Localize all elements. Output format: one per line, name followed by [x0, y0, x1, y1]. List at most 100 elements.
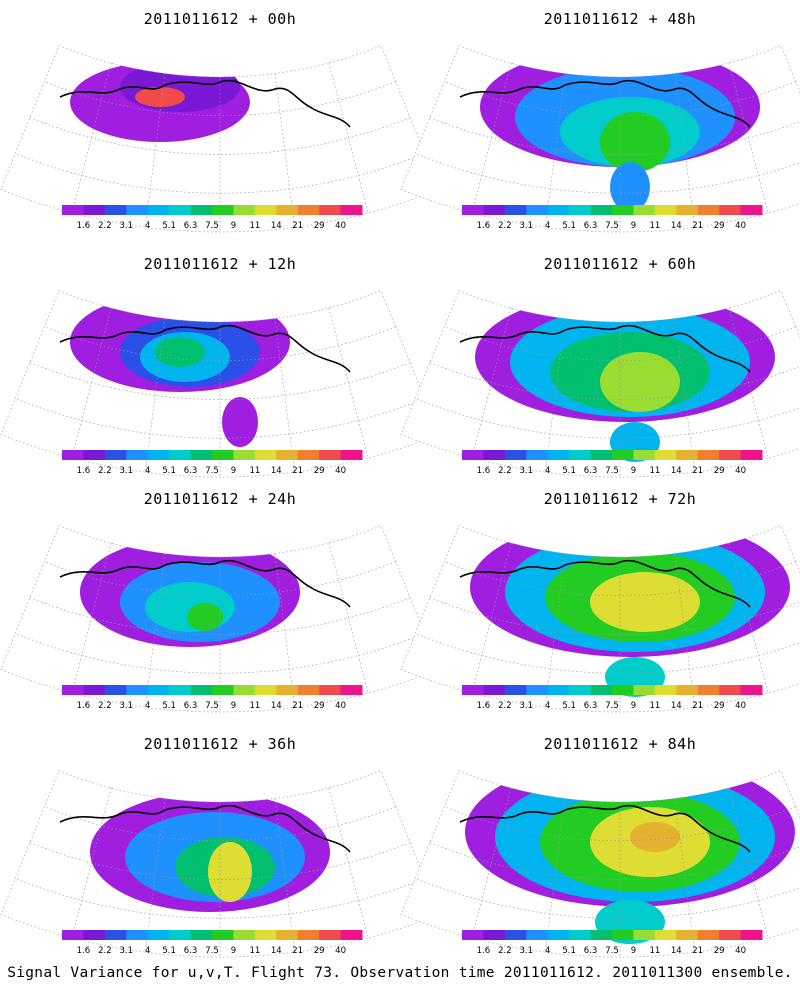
colorbar-swatch	[276, 685, 299, 695]
colorbar-swatch	[62, 930, 84, 940]
colorbar-tick-label: 6.3	[584, 701, 598, 711]
map-boundary	[400, 525, 800, 713]
colorbar-swatch	[104, 685, 127, 695]
colorbar-tick-label: 4	[145, 466, 150, 476]
colorbar-tick-label: 4	[545, 701, 550, 711]
colorbar-swatch	[676, 930, 699, 940]
colorbar-tick-label: 4	[145, 221, 150, 231]
colorbar-swatch	[697, 685, 720, 695]
colorbar-swatch	[654, 450, 677, 460]
colorbar-swatch	[547, 450, 570, 460]
colorbar-tick-label: 1.6	[477, 701, 491, 711]
variance-contour	[590, 572, 700, 632]
map-content	[400, 290, 800, 477]
colorbar-tick-label: 6.3	[584, 466, 598, 476]
colorbar-tick-label: 7.5	[205, 466, 219, 476]
coastline	[709, 106, 751, 128]
coastline	[599, 46, 641, 73]
colorbar-tick-label: 2.2	[498, 701, 512, 711]
parallel-line	[29, 597, 411, 635]
colorbar-swatch	[590, 930, 613, 940]
parallel-line	[29, 117, 411, 155]
colorbar-tick-label: 7.5	[605, 946, 619, 956]
variance-contour	[155, 337, 205, 367]
colorbar-swatch	[504, 685, 527, 695]
colorbar-tick-label: 2.2	[498, 466, 512, 476]
colorbar-tick-label: 3.1	[120, 946, 134, 956]
colorbar: 1.6 2.2 3.1 4 5.1 6.3 7.5 9 11 14 21 29 40	[462, 685, 763, 711]
variance-contour	[135, 87, 185, 107]
colorbar-swatch	[126, 205, 149, 215]
parallel-line	[15, 878, 425, 919]
colorbar-tick-label: 6.3	[184, 701, 198, 711]
colorbar-tick-label: 21	[292, 221, 303, 231]
colorbar-swatch	[297, 930, 320, 940]
colorbar-tick-label: 11	[649, 946, 660, 956]
colorbar-swatch	[740, 450, 763, 460]
colorbar-tick-label: 5.1	[162, 221, 176, 231]
colorbar: 1.6 2.2 3.1 4 5.1 6.3 7.5 9 11 14 21 29 40	[462, 450, 763, 476]
colorbar-swatch	[83, 450, 106, 460]
coastline	[199, 771, 241, 798]
variance-contour	[630, 822, 680, 852]
colorbar-swatch	[719, 685, 742, 695]
coastline	[564, 804, 711, 833]
colorbar-tick-label: 9	[231, 946, 236, 956]
parallel-line	[429, 597, 800, 635]
panel-title: 2011011612 + 12h	[143, 255, 297, 273]
colorbar-tick-label: 40	[735, 701, 746, 711]
colorbar: 1.6 2.2 3.1 4 5.1 6.3 7.5 9 11 14 21 29 40	[62, 685, 363, 711]
colorbar-tick-label: 21	[292, 701, 303, 711]
colorbar-tick-label: 1.6	[77, 946, 91, 956]
colorbar-swatch	[62, 450, 84, 460]
meridian-line	[144, 73, 166, 228]
colorbar: 1.6 2.2 3.1 4 5.1 6.3 7.5 9 11 14 21 29 40	[62, 930, 363, 956]
coastline	[599, 291, 641, 318]
colorbar-swatch	[590, 450, 613, 460]
colorbar-swatch	[740, 930, 763, 940]
panel-title: 2011011612 + 72h	[543, 490, 697, 508]
colorbar-tick-label: 29	[314, 701, 325, 711]
colorbar-tick-label: 4	[145, 946, 150, 956]
colorbar-swatch	[340, 205, 363, 215]
panel-title: 2011011612 + 84h	[543, 735, 697, 753]
colorbar-tick-label: 7.5	[605, 221, 619, 231]
meridian-line	[144, 798, 166, 953]
colorbar-swatch	[612, 930, 634, 940]
colorbar-swatch	[233, 685, 256, 695]
colorbar-tick-label: 3.1	[120, 221, 134, 231]
colorbar-swatch	[297, 450, 320, 460]
variance-map	[400, 770, 800, 958]
map-boundary	[400, 45, 800, 233]
colorbar-swatch	[169, 930, 192, 940]
meridian-line	[274, 318, 296, 473]
map-content	[400, 45, 800, 232]
meridian-line	[674, 73, 696, 228]
colorbar-tick-label: 14	[671, 466, 682, 476]
colorbar-tick-label: 29	[714, 946, 725, 956]
colorbar-tick-label: 29	[714, 221, 725, 231]
map-boundary	[0, 525, 440, 713]
colorbar-tick-label: 5.1	[162, 701, 176, 711]
colorbar-tick-label: 40	[335, 946, 346, 956]
colorbar-swatch	[212, 930, 234, 940]
colorbar-swatch	[297, 205, 320, 215]
colorbar-swatch	[483, 450, 506, 460]
meridian-line	[674, 553, 696, 708]
colorbar-swatch	[526, 930, 549, 940]
colorbar-swatch	[126, 685, 149, 695]
colorbar-swatch	[547, 685, 570, 695]
colorbar-tick-label: 14	[671, 221, 682, 231]
map-content	[400, 770, 800, 957]
colorbar-swatch	[526, 205, 549, 215]
colorbar-swatch	[590, 205, 613, 215]
colorbar-tick-label: 2.2	[498, 946, 512, 956]
colorbar-tick-label: 9	[631, 466, 636, 476]
colorbar-swatch	[569, 205, 592, 215]
colorbar-swatch	[190, 685, 213, 695]
colorbar-tick-label: 40	[335, 466, 346, 476]
colorbar-tick-label: 2.2	[98, 221, 112, 231]
colorbar-tick-label: 6.3	[184, 221, 198, 231]
parallel-line	[15, 633, 425, 674]
forecast-panel: 2011011612 + 48h 1.6 2.2 3.1 4 5.1 6.3 7.5 9 11 14…	[400, 5, 800, 250]
